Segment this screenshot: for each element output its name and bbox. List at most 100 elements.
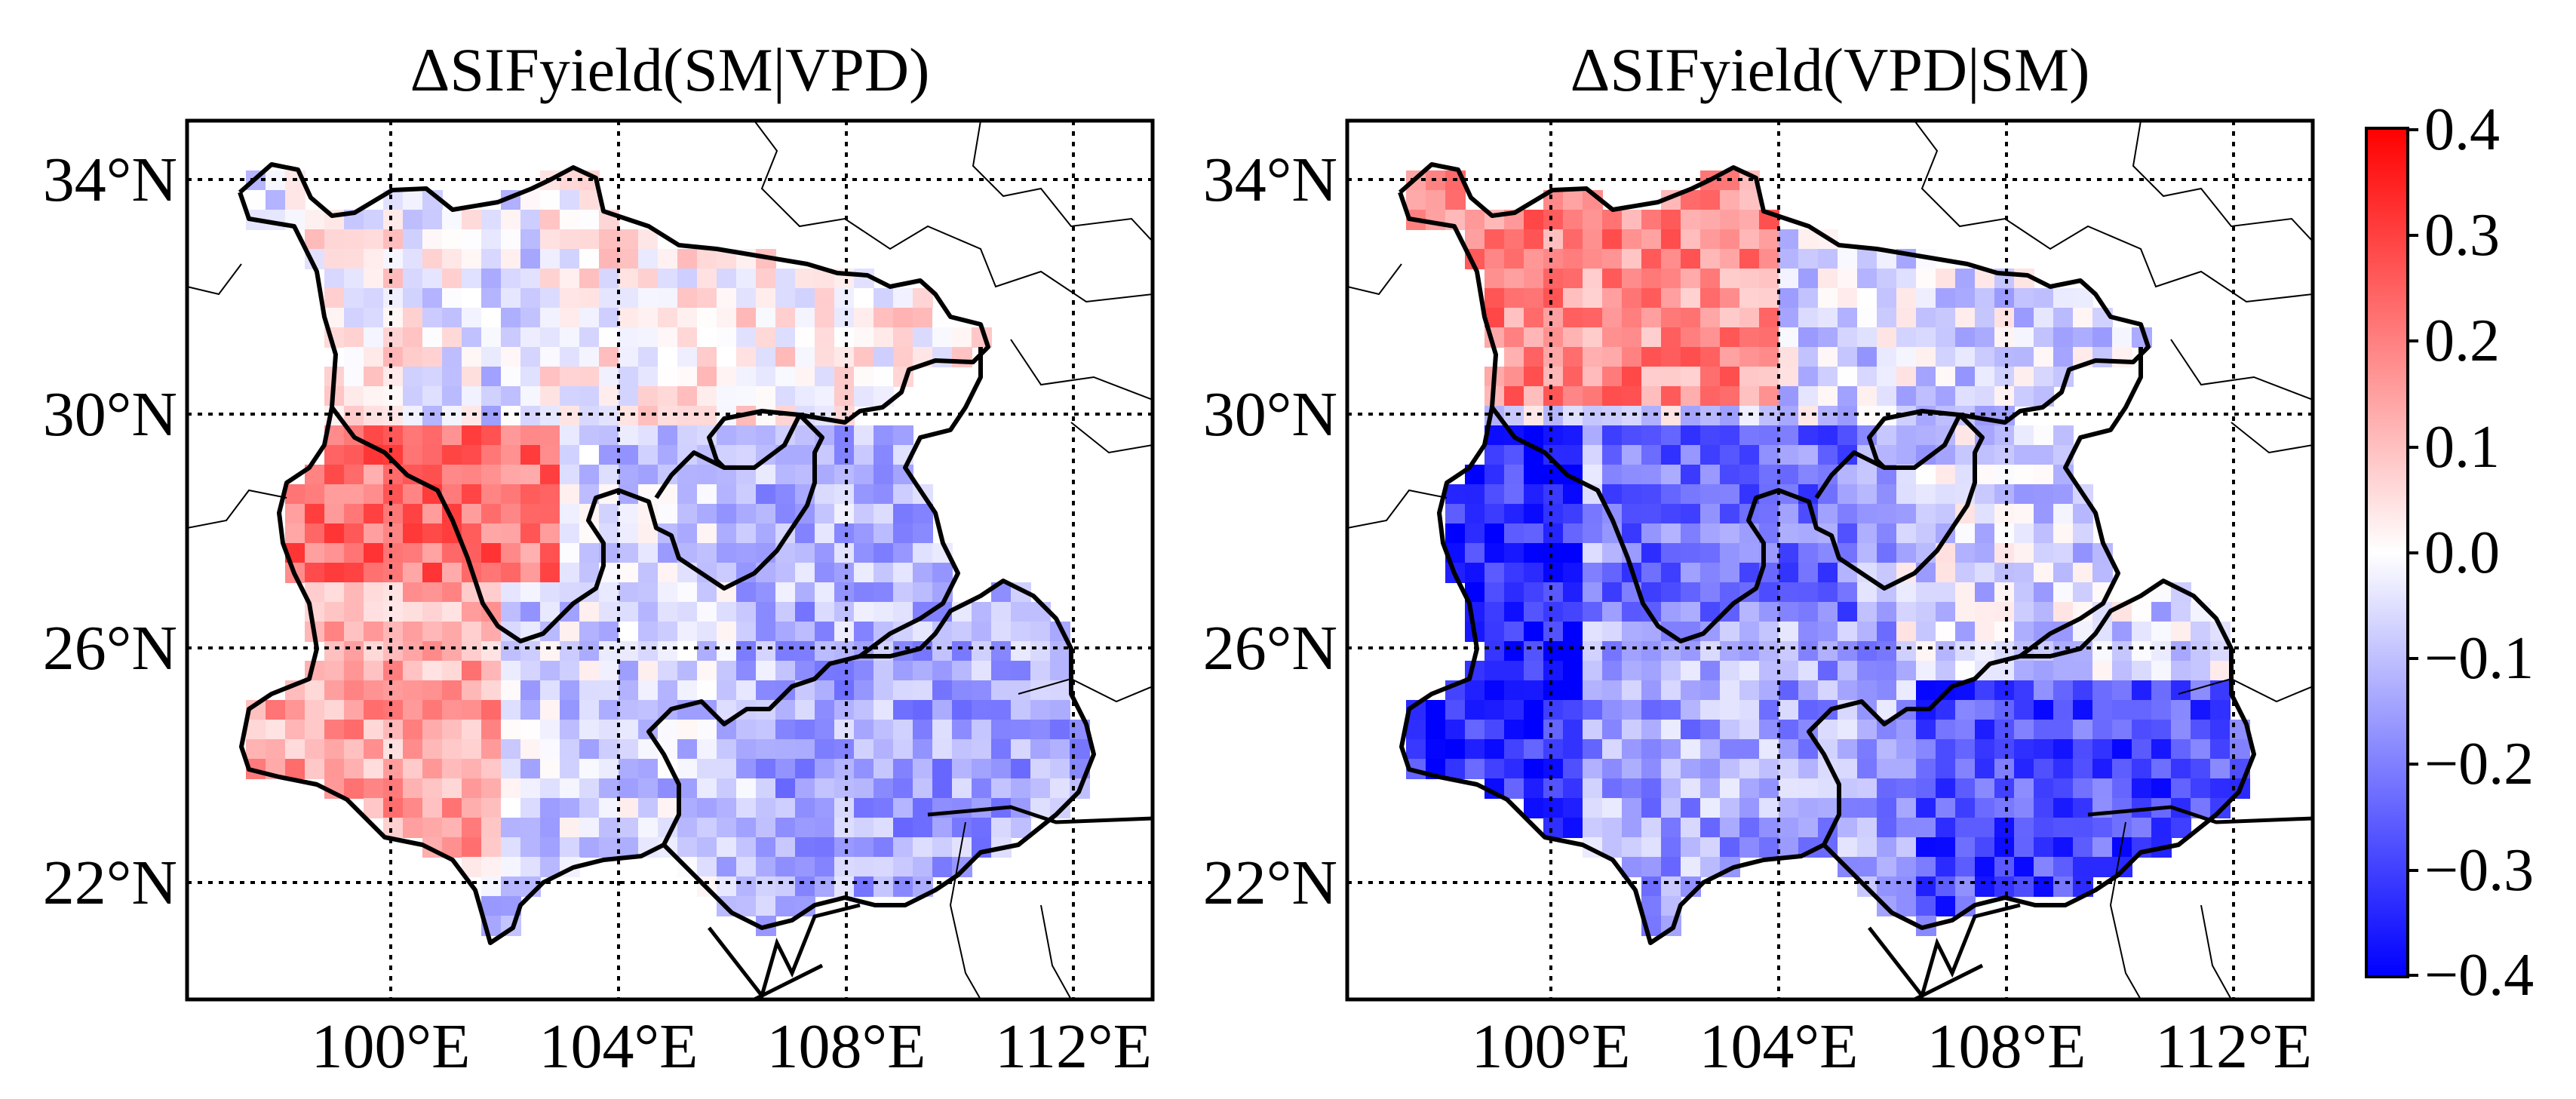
grid-cell bbox=[540, 327, 560, 348]
grid-cell bbox=[520, 465, 541, 485]
grid-cell bbox=[697, 308, 717, 328]
grid-cell bbox=[756, 327, 776, 348]
grid-cell bbox=[2053, 504, 2074, 524]
grid-cell bbox=[403, 269, 423, 289]
grid-cell bbox=[991, 778, 1012, 799]
grid-cell bbox=[1641, 759, 1662, 779]
grid-cell bbox=[717, 269, 737, 289]
grid-cell bbox=[1602, 739, 1623, 760]
grid-cell bbox=[560, 484, 580, 505]
grid-cell bbox=[1504, 563, 1524, 583]
grid-cell bbox=[1818, 504, 1838, 524]
grid-cell bbox=[462, 700, 482, 720]
grid-cell bbox=[932, 641, 953, 662]
grid-cell bbox=[795, 622, 815, 642]
grid-cell bbox=[403, 739, 423, 760]
grid-cell bbox=[795, 720, 815, 740]
grid-cell bbox=[775, 269, 796, 289]
colorbar-tick-labels: 0.4 0.3 0.2 0.1 0.0 −0.1 −0.2 −0.3 −0.4 bbox=[2424, 97, 2534, 1008]
grid-cell bbox=[638, 641, 659, 662]
grid-cell bbox=[1543, 367, 1564, 387]
grid-cell bbox=[795, 465, 815, 485]
grid-cell bbox=[560, 229, 580, 250]
grid-cell bbox=[952, 818, 972, 838]
grid-cell bbox=[658, 308, 678, 328]
grid-cell bbox=[874, 543, 894, 563]
grid-cell bbox=[1896, 504, 1917, 524]
grid-cell bbox=[1700, 582, 1721, 603]
grid-cell bbox=[893, 818, 913, 838]
grid-cell bbox=[1720, 504, 1740, 524]
grid-cell bbox=[501, 347, 521, 367]
grid-cell bbox=[1857, 406, 1878, 426]
grid-cell bbox=[1739, 229, 1760, 250]
grid-cell bbox=[1779, 229, 1799, 250]
grid-cell bbox=[913, 857, 933, 877]
grid-cell bbox=[756, 680, 776, 701]
grid-cell bbox=[364, 367, 384, 387]
grid-cell bbox=[1798, 445, 1819, 465]
grid-cell bbox=[266, 700, 286, 720]
grid-cell bbox=[775, 837, 796, 858]
grid-cell bbox=[874, 857, 894, 877]
grid-cell bbox=[1465, 484, 1485, 505]
grid-cell bbox=[2034, 425, 2054, 446]
grid-cell bbox=[1524, 622, 1544, 642]
grid-cell bbox=[1936, 896, 1956, 916]
grid-cell bbox=[1602, 622, 1623, 642]
grid-cell bbox=[560, 700, 580, 720]
grid-cell bbox=[1563, 602, 1583, 622]
grid-cell bbox=[697, 778, 717, 799]
grid-cell bbox=[1563, 622, 1583, 642]
grid-cell bbox=[2073, 700, 2093, 720]
grid-cell bbox=[520, 210, 541, 230]
grid-cell bbox=[736, 622, 757, 642]
grid-cell bbox=[1524, 759, 1544, 779]
grid-cell bbox=[520, 563, 541, 583]
grid-cell bbox=[1563, 190, 1583, 210]
grid-cell bbox=[324, 288, 345, 309]
grid-cell bbox=[952, 700, 972, 720]
grid-cell bbox=[815, 504, 835, 524]
grid-cell bbox=[677, 622, 698, 642]
grid-cell bbox=[1955, 837, 1976, 858]
grid-cell bbox=[1798, 641, 1819, 662]
grid-cell bbox=[599, 386, 619, 407]
grid-cell bbox=[364, 720, 384, 740]
grid-cell bbox=[2014, 622, 2034, 642]
grid-cell bbox=[481, 504, 502, 524]
grid-cell bbox=[520, 759, 541, 779]
grid-cell bbox=[1543, 210, 1564, 230]
grid-cell bbox=[364, 484, 384, 505]
grid-cell bbox=[442, 563, 462, 583]
grid-cell bbox=[442, 445, 462, 465]
grid-cell bbox=[2014, 739, 2034, 760]
grid-cell bbox=[1759, 249, 1779, 269]
grid-cell bbox=[422, 523, 443, 544]
grid-cell bbox=[462, 367, 482, 387]
grid-cell bbox=[2191, 739, 2211, 760]
grid-cell bbox=[403, 406, 423, 426]
grid-cell bbox=[717, 857, 737, 877]
grid-cell bbox=[403, 602, 423, 622]
grid-cell bbox=[756, 269, 776, 289]
grid-cell bbox=[520, 818, 541, 838]
grid-cell bbox=[815, 543, 835, 563]
grid-cell bbox=[1485, 622, 1505, 642]
grid-cell bbox=[1994, 425, 2015, 446]
grid-cell bbox=[815, 308, 835, 328]
grid-cell bbox=[501, 739, 521, 760]
colorbar-tick-label: 0.2 bbox=[2424, 308, 2500, 374]
grid-cell bbox=[1583, 798, 1603, 818]
grid-cell bbox=[1681, 504, 1701, 524]
colorbar-gradient bbox=[2365, 127, 2409, 978]
grid-cell bbox=[1563, 406, 1583, 426]
grid-cell bbox=[854, 700, 874, 720]
grid-cell bbox=[1798, 582, 1819, 603]
grid-cell bbox=[991, 641, 1012, 662]
grid-cell bbox=[1818, 347, 1838, 367]
grid-cell bbox=[2014, 602, 2034, 622]
grid-cell bbox=[442, 582, 462, 603]
grid-cell bbox=[1543, 249, 1564, 269]
grid-cell bbox=[1857, 778, 1878, 799]
